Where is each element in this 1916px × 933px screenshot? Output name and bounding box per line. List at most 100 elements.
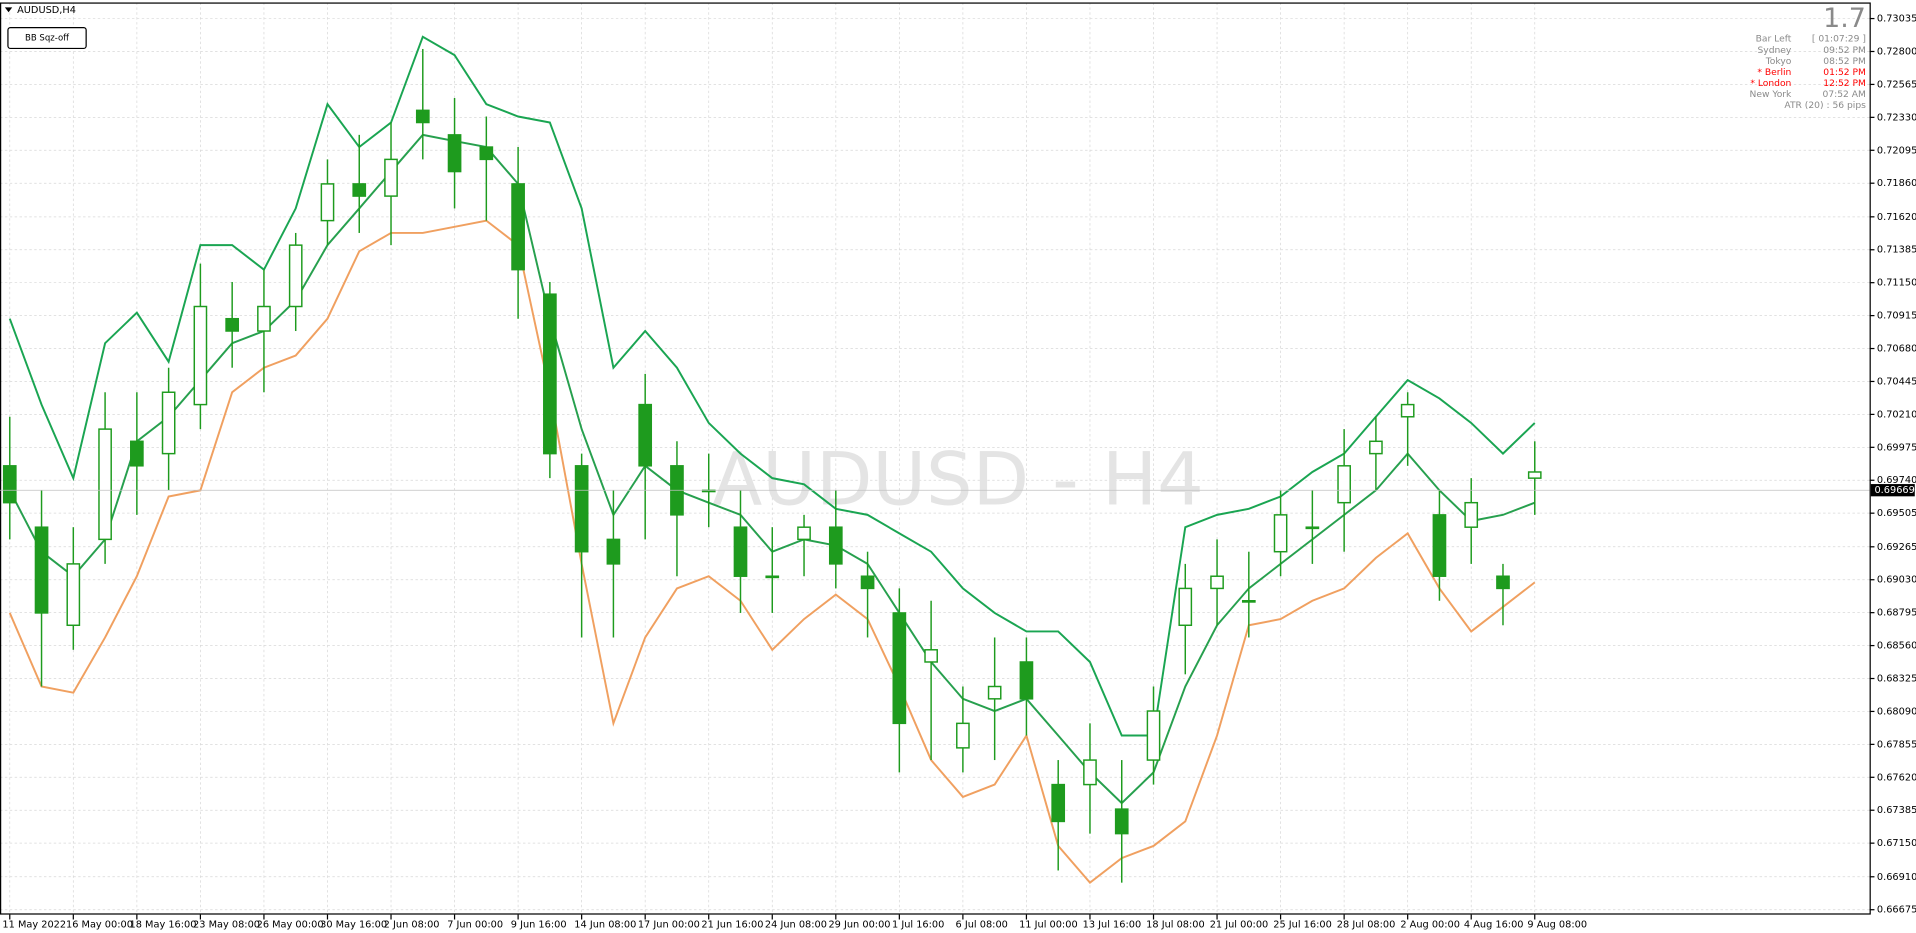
x-tick-label: 7 Jun 00:00 <box>447 919 503 930</box>
candle-body <box>288 244 303 308</box>
x-tick-label: 2 Aug 00:00 <box>1400 919 1460 930</box>
x-tick-label: 9 Jun 16:00 <box>511 919 567 930</box>
x-tick-label: 25 Jul 16:00 <box>1273 919 1332 930</box>
marks <box>2 35 1542 885</box>
info-value: 1.7 <box>1823 3 1866 34</box>
x-tick-label: 28 Jul 08:00 <box>1337 919 1396 930</box>
y-tick-label: 0.66675 <box>1877 905 1916 916</box>
y-tick-label: 0.69740 <box>1877 475 1916 486</box>
menu-arrow <box>4 7 13 13</box>
y-tick-label: 0.69505 <box>1877 508 1916 519</box>
candle-body <box>1146 710 1161 761</box>
button-frame[interactable] <box>7 26 87 50</box>
x-tick-label: 14 Jun 08:00 <box>574 919 636 930</box>
y-tick-label: 0.72800 <box>1877 46 1916 57</box>
candle-body <box>638 403 653 467</box>
candle-body <box>1464 501 1479 528</box>
candle-body <box>447 134 462 173</box>
candle-body <box>1305 526 1320 530</box>
y-tick-label: 0.68325 <box>1877 674 1916 685</box>
candle-body <box>733 526 748 577</box>
info-row-label: Tokyo <box>1765 56 1792 67</box>
button-label[interactable]: BB Sqz-off <box>25 33 70 43</box>
y-tick-label: 0.67855 <box>1877 739 1916 750</box>
info-row-label: New York <box>1749 89 1792 100</box>
candle-body <box>257 305 271 332</box>
x-tick-label: 2 Jun 08:00 <box>384 919 440 930</box>
y-tick-label: 0.68795 <box>1877 608 1916 619</box>
y-tick-label: 0.67385 <box>1877 805 1916 816</box>
y-tick-label: 0.69975 <box>1877 442 1916 453</box>
candle-body <box>1369 440 1383 455</box>
y-tick-label: 0.69030 <box>1877 575 1916 586</box>
plot-border <box>0 2 1871 915</box>
candle-body <box>892 612 907 725</box>
y-tick-label: 0.72330 <box>1877 112 1916 123</box>
info-row-value: 07:52 AM <box>1823 89 1866 100</box>
info-panel: Bar Left [ 01:07:29 ] Sydney 09:52 PM Tokyo 0… <box>1749 34 1865 100</box>
candle-body <box>828 526 843 565</box>
candle-body <box>1083 759 1097 786</box>
candle-body <box>1114 808 1129 835</box>
x-tick-label: 11 Jul 00:00 <box>1019 919 1078 930</box>
watermark: AUDUSD - H4 <box>712 437 1204 522</box>
candle-body <box>2 465 17 504</box>
candle-body <box>1210 575 1224 590</box>
symbol-label: AUDUSD,H4 <box>17 5 76 16</box>
y-tick-label: 0.68560 <box>1877 641 1916 652</box>
candle-body <box>956 722 970 749</box>
last-price-label: 0.69669 <box>1874 485 1914 496</box>
candle-body <box>1273 514 1288 553</box>
info-row-label: * London <box>1750 78 1791 89</box>
x-tick-label: 21 Jul 00:00 <box>1210 919 1269 930</box>
candle-body <box>225 317 240 332</box>
x-tick-label: 9 Aug 08:00 <box>1527 919 1587 930</box>
y-tick-label: 0.67150 <box>1877 838 1916 849</box>
candle-body <box>1241 600 1256 603</box>
candle-body <box>193 305 208 406</box>
y-tick-label: 0.72565 <box>1877 79 1916 90</box>
y-tick-label: 0.70680 <box>1877 344 1916 355</box>
x-tick-label: 30 May 16:00 <box>320 919 387 930</box>
candle-body <box>1400 403 1415 418</box>
candle-body <box>352 183 367 197</box>
candle-body <box>66 563 81 627</box>
x-tick-label: 13 Jul 16:00 <box>1083 919 1142 930</box>
y-tick-label: 0.70445 <box>1877 376 1916 387</box>
candle-body <box>924 649 938 663</box>
y-tick-label: 0.71620 <box>1877 212 1916 223</box>
info-row-value: 01:52 PM <box>1823 67 1866 78</box>
y-tick-label: 0.69265 <box>1877 542 1916 553</box>
x-tick-label: 21 Jun 16:00 <box>701 919 763 930</box>
candle-body <box>320 183 335 222</box>
y-tick-label: 0.66910 <box>1877 872 1916 883</box>
x-tick-label: 11 May 2022 <box>2 919 66 930</box>
candle-body <box>1051 783 1066 823</box>
x-tick-label: 29 Jun 00:00 <box>828 919 890 930</box>
info-row-value: 08:52 PM <box>1823 56 1866 67</box>
candle-body <box>415 109 430 124</box>
y-tick-label: 0.71860 <box>1877 178 1916 189</box>
candle-body <box>98 428 112 541</box>
candle-body <box>384 158 398 197</box>
y-tick-label: 0.73035 <box>1877 14 1916 25</box>
candle-body <box>860 575 875 590</box>
x-tick-label: 23 May 08:00 <box>193 919 260 930</box>
last-price-box <box>1870 484 1915 497</box>
candle-body <box>161 391 176 455</box>
candle-body <box>765 575 780 579</box>
x-tick-label: 17 Jun 00:00 <box>638 919 700 930</box>
y-tick-label: 0.71385 <box>1877 245 1916 256</box>
x-tick-label: 26 May 00:00 <box>257 919 324 930</box>
candle-body <box>574 465 589 553</box>
y-tick-label: 0.70915 <box>1877 311 1916 322</box>
y-tick-label: 0.68090 <box>1877 706 1916 717</box>
x-tick-label: 16 May 00:00 <box>66 919 133 930</box>
x-tick-label: 4 Aug 16:00 <box>1464 919 1524 930</box>
bb-button[interactable]: BB Sqz-off <box>7 26 87 50</box>
candle-body <box>34 526 49 614</box>
candle-body <box>1178 587 1193 627</box>
x-tick-label: 24 Jun 08:00 <box>765 919 827 930</box>
y-tick-label: 0.72095 <box>1877 145 1916 156</box>
